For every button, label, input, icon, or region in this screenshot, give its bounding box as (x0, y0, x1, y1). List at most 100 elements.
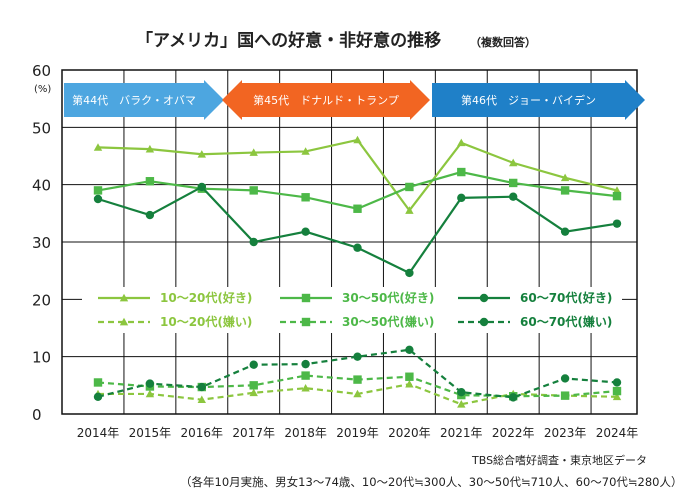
data-point (301, 147, 310, 155)
data-point (560, 374, 570, 383)
data-point (353, 204, 362, 213)
x-tick-label: 2018年 (284, 426, 327, 440)
legend-item: 10～20代(嫌い) (98, 314, 252, 329)
data-point (249, 237, 258, 247)
legend-item: 30～50代(嫌い) (280, 314, 434, 329)
legend-label: 30～50代(好き) (342, 290, 434, 305)
data-point (612, 186, 622, 194)
legend-label: 60～70代(嫌い) (520, 314, 612, 329)
data-point (560, 186, 570, 195)
era-arrow (432, 80, 645, 120)
survey-note: （各年10月実施、男女13～74歳、10～20代≒300人、30～50代≒710… (180, 475, 680, 489)
data-point (405, 206, 414, 214)
data-point (93, 194, 103, 204)
legend-item: 10～20代(好き) (98, 290, 252, 305)
data-point (612, 378, 622, 387)
x-tick-label: 2019年 (336, 426, 379, 440)
data-point (301, 371, 310, 380)
y-tick-label: 20 (32, 291, 51, 309)
data-point (301, 193, 310, 202)
data-point (93, 186, 103, 195)
data-point (353, 375, 362, 384)
y-tick-label: 50 (32, 119, 51, 137)
chart-title: 「アメリカ」国への好意・非好意の推移 (136, 30, 441, 51)
data-point (509, 178, 518, 188)
data-point (560, 391, 570, 400)
era-label: 第45代 ドナルド・トランプ (253, 93, 399, 107)
data-point (197, 150, 206, 158)
y-axis-unit-label: (%) (34, 84, 51, 95)
x-tick-label: 2014年 (77, 426, 120, 440)
data-point (612, 392, 622, 401)
legend-background (82, 287, 622, 333)
data-point (145, 144, 155, 153)
series-0 (93, 135, 622, 214)
x-tick-label: 2023年 (544, 426, 587, 440)
data-point (405, 268, 414, 278)
legend-item: 60～70代(好き) (458, 290, 612, 305)
data-point (353, 243, 362, 252)
legend-label: 10～20代(嫌い) (160, 314, 252, 329)
data-point (560, 173, 570, 182)
y-tick-label: 0 (32, 406, 42, 424)
era-arrow (222, 80, 430, 120)
data-point (457, 138, 466, 147)
x-tick-label: 2022年 (492, 426, 535, 440)
data-point (301, 384, 310, 392)
data-series (93, 135, 622, 408)
legend-item: 30～50代(好き) (280, 290, 434, 305)
president-era-arrows: 第44代 バラク・オバマ 第45代 ドナルド・トランプ 第46代 ジョー・バイデン (64, 80, 645, 120)
legend-marker (119, 293, 129, 302)
y-tick-label: 40 (32, 177, 51, 195)
x-tick-label: 2017年 (232, 426, 275, 440)
data-point (145, 389, 155, 398)
data-point (457, 388, 466, 397)
data-point (612, 191, 622, 201)
data-point (612, 386, 622, 396)
data-point (405, 345, 414, 354)
series-5 (93, 345, 622, 402)
data-point (249, 186, 258, 195)
series-1 (93, 167, 622, 213)
data-point (301, 227, 310, 236)
data-point (249, 388, 258, 397)
data-point (457, 167, 466, 177)
x-tick-label: 2020年 (388, 426, 431, 440)
data-point (353, 135, 362, 144)
data-point (145, 379, 155, 388)
chart-title-group: 「アメリカ」国への好意・非好意の推移 （複数回答） (136, 30, 536, 51)
data-point (249, 381, 258, 390)
data-point (405, 372, 414, 381)
data-point (353, 389, 362, 398)
data-source: TBS総合嗜好調査・東京地区データ (471, 453, 647, 467)
x-tick-label: 2016年 (181, 426, 224, 440)
data-point (509, 393, 518, 402)
x-axis-tick-labels: 2014年 2015年 2016年 2017年 2018年 2019年 2020年 2021年… (77, 426, 639, 440)
data-point (612, 219, 622, 228)
legend: 10～20代(好き) 30～50代(好き) 60～70代(好き) 10～20代(嫌い)… (82, 287, 622, 333)
data-point (457, 400, 466, 408)
legend-marker (119, 317, 129, 326)
data-point (405, 379, 414, 388)
era-label: 第44代 バラク・オバマ (72, 93, 196, 107)
legend-marker (301, 293, 311, 303)
legend-marker (479, 293, 489, 303)
data-point (93, 378, 103, 387)
x-tick-label: 2021年 (440, 426, 483, 440)
data-point (509, 158, 518, 167)
data-point (301, 359, 310, 369)
data-point (405, 182, 414, 192)
legend-label: 30～50代(嫌い) (342, 314, 434, 329)
y-tick-label: 10 (32, 349, 51, 367)
data-point (197, 382, 206, 392)
y-tick-label: 60 (32, 62, 51, 80)
data-point (145, 210, 155, 220)
data-point (197, 182, 206, 192)
legend-marker (301, 317, 311, 327)
legend-marker (479, 317, 489, 327)
data-point (353, 352, 362, 361)
chart-subtitle: （複数回答） (470, 35, 536, 49)
data-point (249, 360, 258, 369)
data-point (93, 392, 103, 401)
